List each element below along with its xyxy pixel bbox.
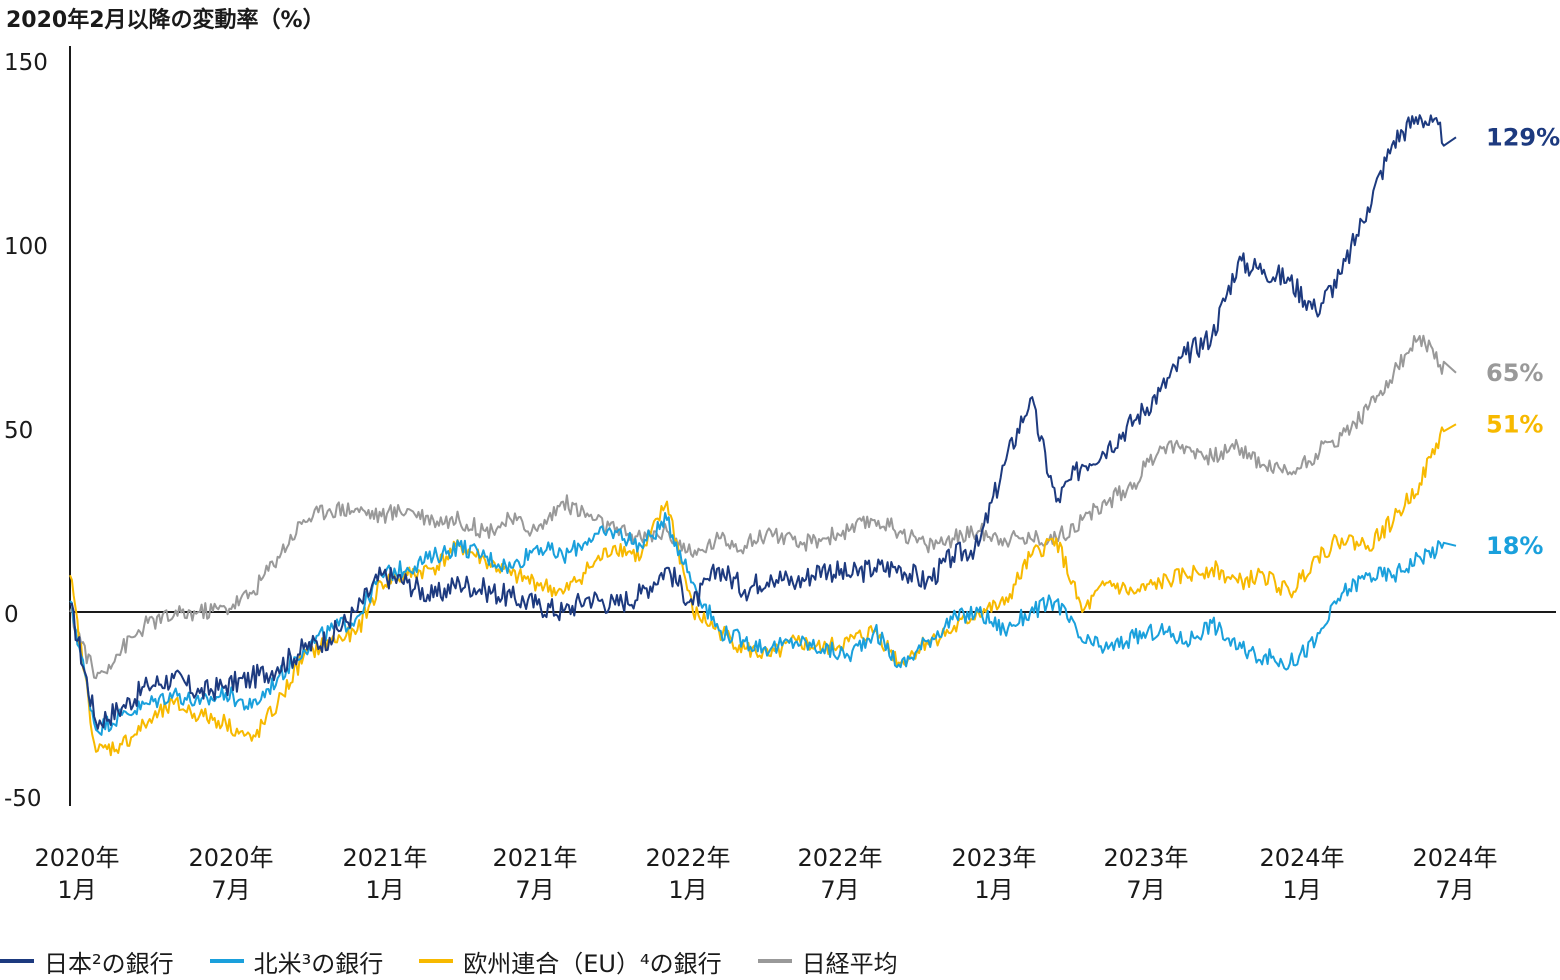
series-line <box>69 334 1457 680</box>
legend-item: 日本²の銀行 <box>0 944 174 979</box>
y-tick-label: -50 <box>4 786 42 812</box>
x-tick-month: 7月 <box>211 876 250 904</box>
legend: 日本²の銀行 北米³の銀行 欧州連合（EU）⁴の銀行 日経平均 <box>0 944 934 979</box>
x-tick-month: 7月 <box>1126 876 1165 904</box>
chart-title: 2020年2月以降の変動率（%） <box>6 8 325 33</box>
x-tick-month: 1月 <box>974 876 1013 904</box>
x-tick-month: 1月 <box>365 876 404 904</box>
x-tick-year: 2022年 <box>645 844 730 872</box>
x-tick-month: 1月 <box>1282 876 1321 904</box>
series-end-label: 65% <box>1486 359 1543 387</box>
series-end-label: 18% <box>1486 532 1543 560</box>
series-line <box>69 114 1457 730</box>
legend-label: 日経平均 <box>801 949 898 978</box>
y-axis-ticks: 150 100 50 0 -50 <box>4 50 48 812</box>
x-tick-year: 2023年 <box>951 844 1036 872</box>
x-tick-year: 2022年 <box>797 844 882 872</box>
y-tick-label: 50 <box>4 418 33 444</box>
legend-item: 欧州連合（EU）⁴の銀行 <box>419 944 722 979</box>
legend-label: 北米³の銀行 <box>253 949 384 978</box>
series-line <box>69 512 1457 736</box>
x-tick-year: 2024年 <box>1259 844 1344 872</box>
legend-swatch <box>419 959 454 963</box>
x-tick-month: 7月 <box>515 876 554 904</box>
series-line <box>69 423 1457 757</box>
y-tick-label: 100 <box>4 234 48 260</box>
x-tick-month: 7月 <box>820 876 859 904</box>
end-labels: 65% 51% 18% 129% <box>1486 123 1560 559</box>
x-axis-ticks: 2020年 1月 2020年 7月 2021年 1月 2021年 7月 2022年 1月 2022年… <box>34 844 1497 904</box>
legend-swatch <box>209 959 244 963</box>
x-tick-month: 1月 <box>57 876 96 904</box>
legend-swatch <box>0 959 34 963</box>
legend-swatch <box>757 959 792 963</box>
legend-label: 欧州連合（EU）⁴の銀行 <box>463 949 722 978</box>
x-tick-year: 2023年 <box>1103 844 1188 872</box>
y-tick-label: 0 <box>4 602 19 628</box>
x-tick-year: 2020年 <box>188 844 273 872</box>
x-tick-year: 2021年 <box>342 844 427 872</box>
legend-label: 日本²の銀行 <box>44 949 174 978</box>
legend-item: 日経平均 <box>757 944 898 979</box>
x-tick-month: 1月 <box>668 876 707 904</box>
x-tick-year: 2024年 <box>1412 844 1497 872</box>
y-tick-label: 150 <box>4 50 48 76</box>
series-lines <box>69 114 1457 757</box>
x-tick-year: 2020年 <box>34 844 119 872</box>
x-tick-year: 2021年 <box>492 844 577 872</box>
series-end-label: 51% <box>1486 410 1543 438</box>
series-end-label: 129% <box>1486 123 1560 151</box>
x-tick-month: 7月 <box>1435 876 1474 904</box>
legend-item: 北米³の銀行 <box>209 944 384 979</box>
